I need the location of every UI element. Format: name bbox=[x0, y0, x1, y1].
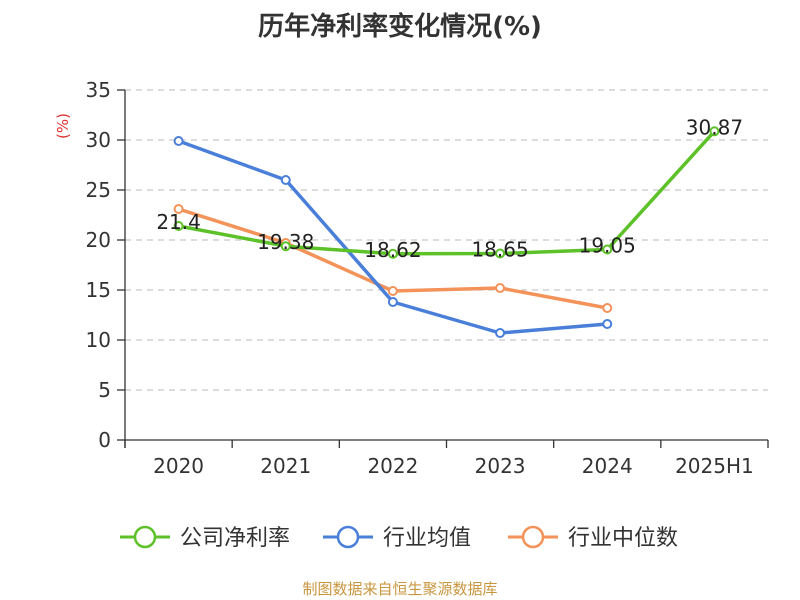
legend-marker-0 bbox=[133, 525, 157, 549]
series-1-point-0 bbox=[173, 136, 184, 146]
series-0-point-0 bbox=[173, 221, 184, 231]
y-tick-label-5: 25 bbox=[86, 178, 111, 202]
data-label-2: 18.62 bbox=[364, 238, 421, 262]
series-line-0 bbox=[176, 129, 717, 256]
source-note: 制图数据来自恒生聚源数据库 bbox=[302, 580, 497, 598]
y-tick-label-7: 35 bbox=[86, 78, 111, 102]
data-labels: 21.4 19.38 18.62 18.65 19.05 30.87 bbox=[156, 115, 743, 261]
legend-marker-1 bbox=[336, 525, 360, 549]
y-tick-label-6: 30 bbox=[86, 128, 111, 152]
series-1-point-3 bbox=[495, 328, 506, 338]
y-tick-label-3: 15 bbox=[86, 278, 111, 302]
series-0-point-3 bbox=[495, 248, 506, 259]
legend-label-1: 行业均值 bbox=[383, 526, 471, 551]
y-tick-label-4: 20 bbox=[86, 228, 111, 252]
x-tick-label-4: 2024 bbox=[582, 454, 633, 478]
series-0-point-1 bbox=[280, 241, 291, 252]
legend: 公司净利率 行业均值 行业中位数 bbox=[120, 525, 678, 551]
data-label-3: 18.65 bbox=[471, 238, 528, 262]
y-tick-label-2: 10 bbox=[86, 328, 111, 352]
axes: 0 5 10 15 20 25 30 35 2020 2021 2022 2023 2024 2025H1 bbox=[86, 78, 769, 478]
data-label-4: 19.05 bbox=[579, 234, 636, 258]
grid-lines bbox=[125, 89, 768, 391]
series-group bbox=[173, 126, 720, 338]
x-tick-label-0: 2020 bbox=[153, 454, 204, 478]
data-label-5: 30.87 bbox=[686, 115, 743, 139]
y-tick-label-0: 0 bbox=[98, 428, 111, 452]
series-1-point-1 bbox=[280, 175, 291, 185]
legend-label-0: 公司净利率 bbox=[180, 526, 290, 551]
series-2-point-4 bbox=[602, 303, 613, 313]
legend-label-2: 行业中位数 bbox=[568, 526, 678, 551]
series-0-point-4 bbox=[602, 244, 613, 255]
x-tick-label-2: 2022 bbox=[367, 454, 418, 478]
y-tick-label-1: 5 bbox=[98, 378, 111, 402]
data-label-1: 19.38 bbox=[257, 230, 314, 254]
series-2-point-0 bbox=[173, 204, 184, 214]
series-2-point-2 bbox=[387, 286, 398, 296]
series-1-point-4 bbox=[602, 319, 613, 329]
x-tick-label-3: 2023 bbox=[475, 454, 526, 478]
legend-marker-2 bbox=[521, 525, 545, 549]
series-0-point-2 bbox=[387, 248, 398, 259]
series-0-point-5 bbox=[709, 126, 720, 137]
x-tick-label-1: 2021 bbox=[260, 454, 311, 478]
series-1-point-2 bbox=[387, 297, 398, 307]
y-axis-unit: (%) bbox=[54, 113, 72, 139]
data-label-0: 21.4 bbox=[156, 210, 201, 234]
series-2-point-3 bbox=[495, 283, 506, 293]
chart-title: 历年净利率变化情况(%) bbox=[258, 11, 542, 42]
x-tick-label-5: 2025H1 bbox=[675, 454, 754, 478]
